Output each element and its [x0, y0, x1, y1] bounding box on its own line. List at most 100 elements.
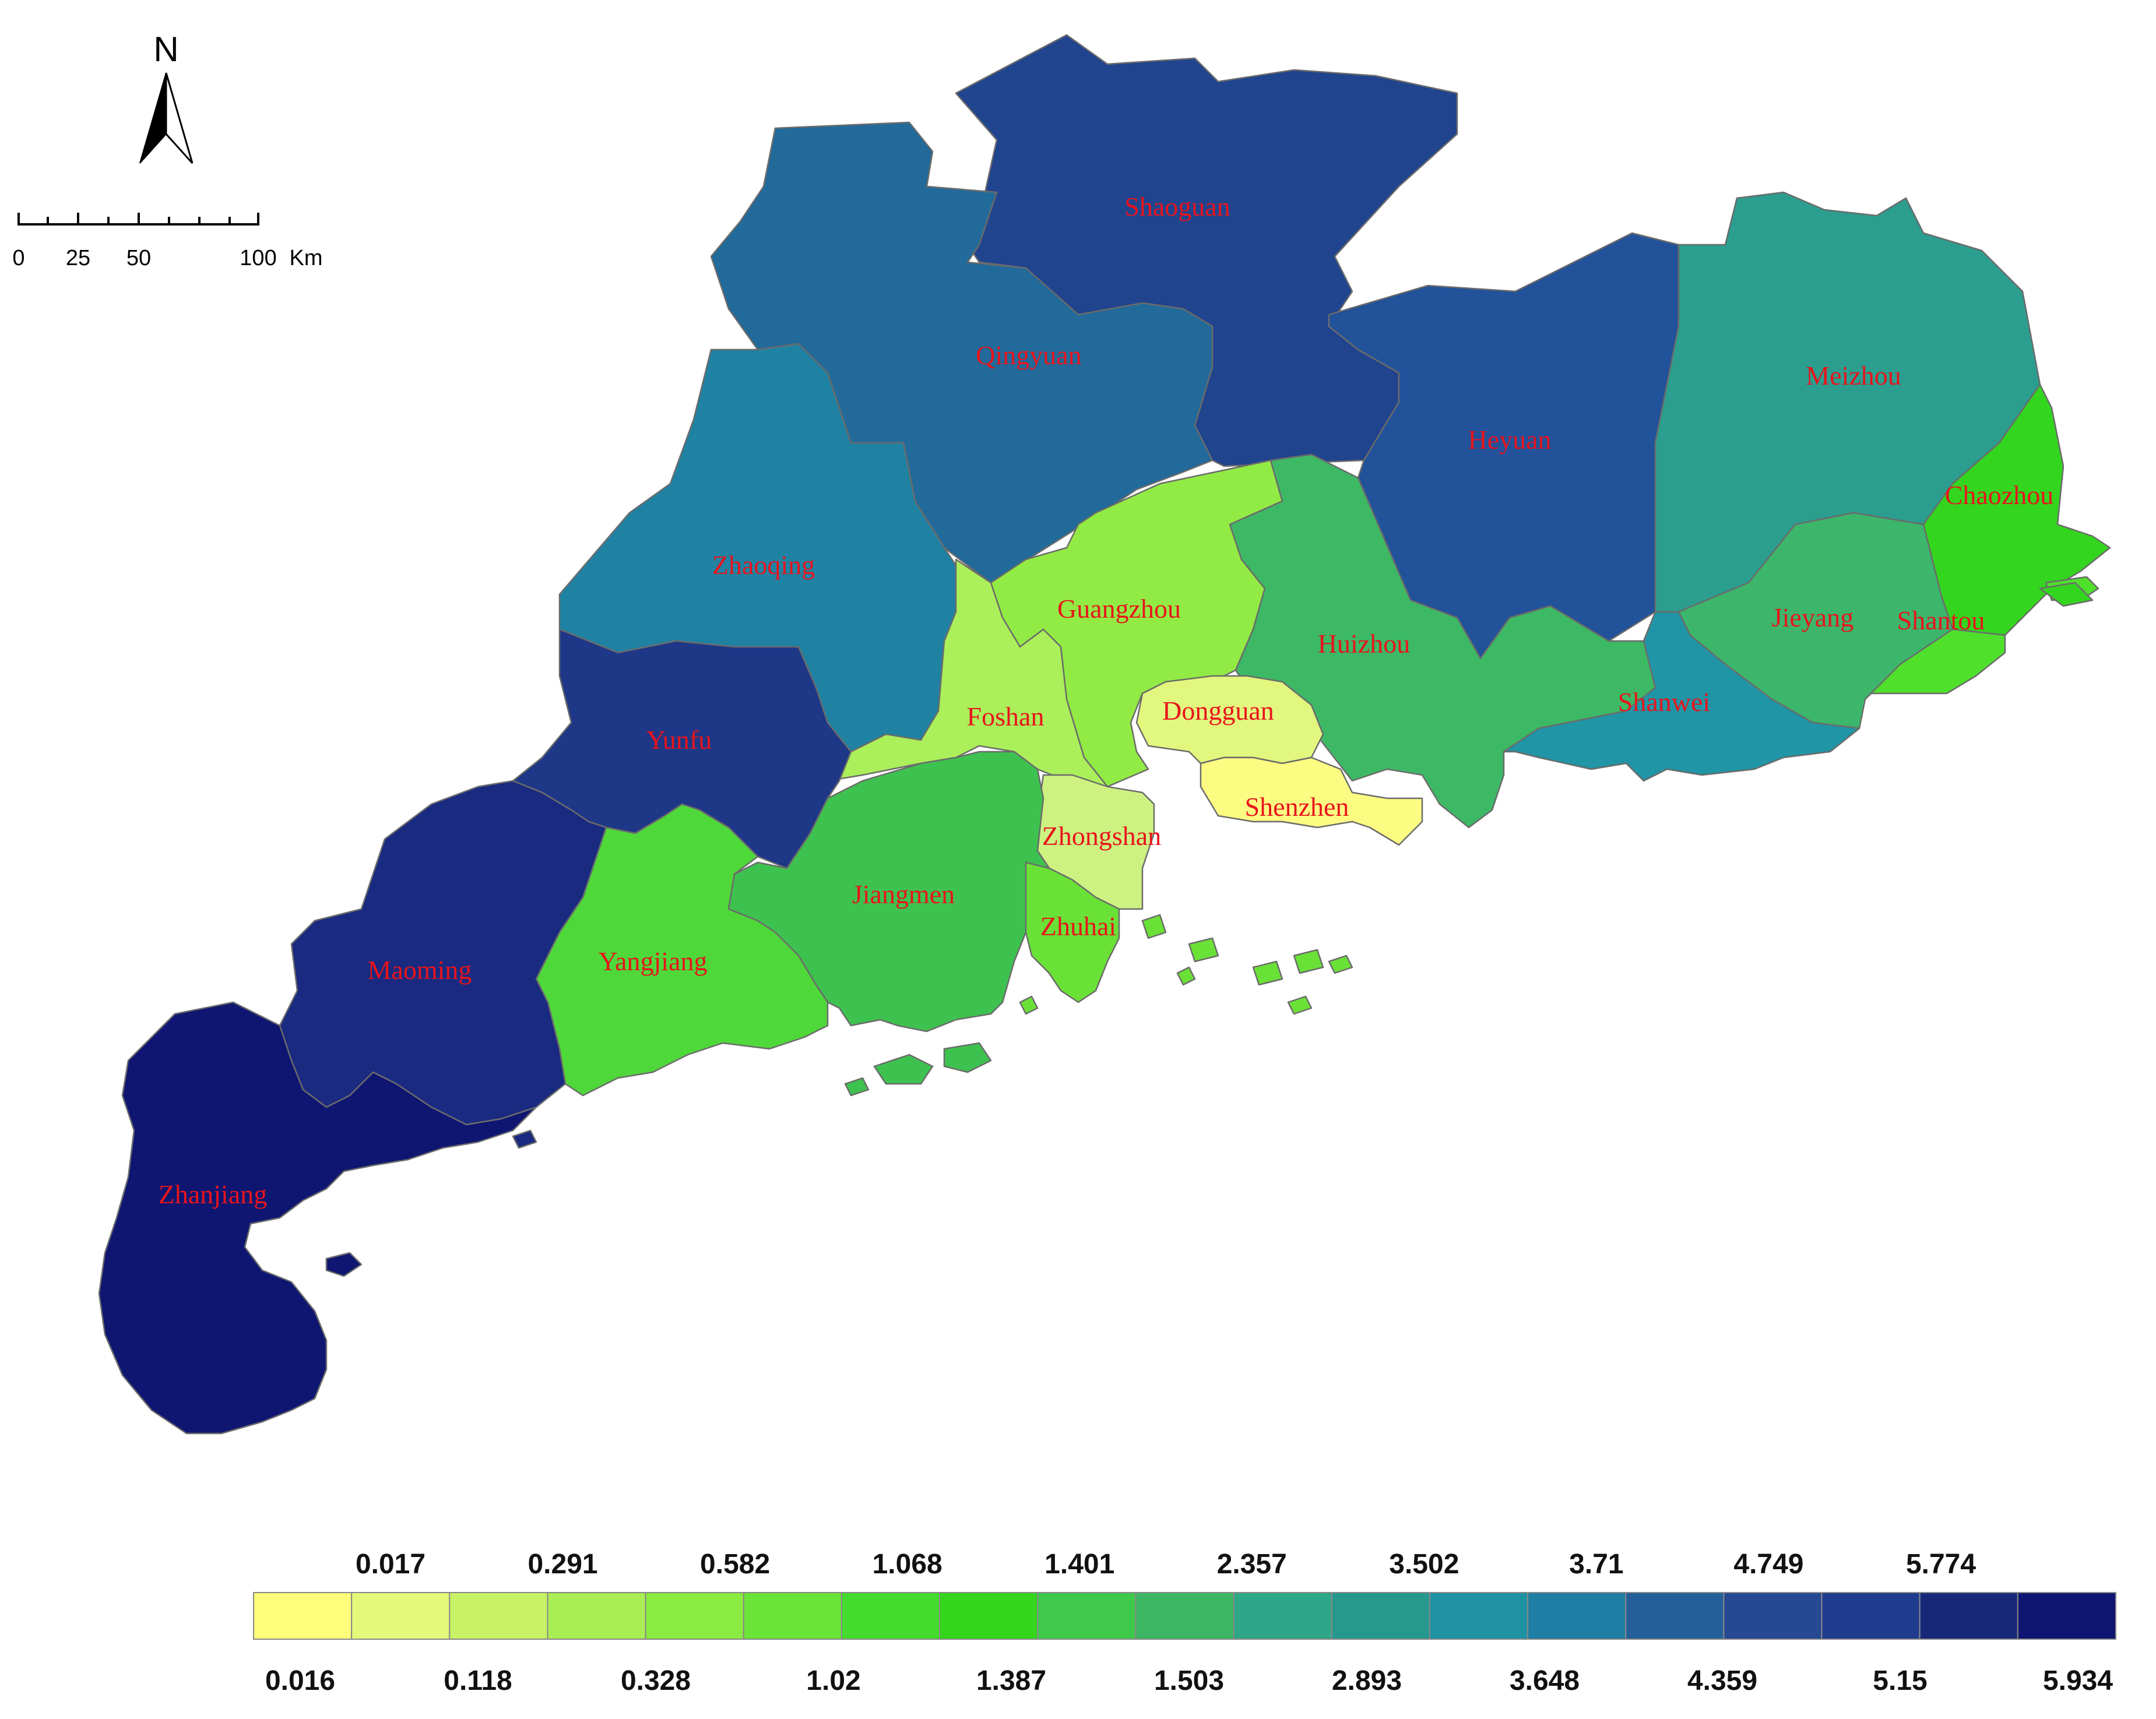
label-zhaoqing: Zhaoqing	[712, 550, 815, 580]
legend-swatch	[1625, 1592, 1725, 1640]
legend-swatch	[1919, 1592, 2018, 1640]
scale-bar-ticks	[17, 213, 259, 226]
legend-label: 5.15	[1873, 1665, 1927, 1696]
legend-label: 3.71	[1569, 1549, 1623, 1580]
label-maoming: Maoming	[368, 955, 472, 985]
legend-swatch	[2017, 1592, 2116, 1640]
scale-tick-100: 100	[240, 246, 276, 270]
label-shanwei: Shanwei	[1618, 687, 1710, 717]
label-dongguan: Dongguan	[1162, 696, 1274, 725]
label-jiangmen: Jiangmen	[852, 879, 955, 909]
legend-label: 0.328	[621, 1665, 691, 1696]
region-shantou[interactable]	[1864, 628, 2006, 700]
island-jiangmen-1	[873, 1054, 934, 1085]
island-zhuhai-1	[1141, 914, 1167, 939]
label-yangjiang: Yangjiang	[598, 946, 707, 976]
legend-label: 4.359	[1687, 1665, 1757, 1696]
legend-swatch	[1331, 1592, 1430, 1640]
label-shenzhen: Shenzhen	[1245, 792, 1349, 822]
label-chaozhou: Chaozhou	[1945, 480, 2054, 510]
legend-label: 0.118	[444, 1665, 512, 1696]
region-foshan[interactable]	[826, 558, 1109, 788]
label-heyuan: Heyuan	[1468, 425, 1551, 455]
island-chaozhou-coast	[2039, 582, 2094, 607]
legend-label: 5.774	[1906, 1549, 1976, 1580]
legend-top-labels: 0.017 0.291 0.582 1.068 1.401 2.357 3.502 3.71 4…	[356, 1549, 1976, 1580]
legend: 0.017 0.291 0.582 1.068 1.401 2.357 3.502 3.71 4…	[253, 1549, 2116, 1696]
scale-tick-25: 25	[66, 246, 90, 270]
legend-swatch	[743, 1592, 842, 1640]
label-yunfu: Yunfu	[646, 725, 712, 755]
label-shaoguan: Shaoguan	[1124, 192, 1230, 221]
legend-label: 1.387	[976, 1665, 1046, 1696]
island-zhuhai-5	[1328, 954, 1353, 974]
island-zhuhai-4	[1293, 949, 1324, 974]
islands	[325, 576, 2099, 1277]
region-zhuhai[interactable]	[1025, 861, 1120, 1003]
north-arrow-icon-right	[165, 72, 194, 164]
legend-label: 4.749	[1733, 1549, 1803, 1580]
label-foshan: Foshan	[967, 702, 1044, 731]
label-zhuhai: Zhuhai	[1040, 911, 1116, 941]
legend-label: 0.017	[356, 1549, 425, 1580]
north-arrow-letter: N	[153, 30, 178, 69]
scale-tick-0: 0	[12, 246, 24, 270]
legend-label: 0.016	[265, 1665, 335, 1696]
legend-swatch	[1821, 1592, 1921, 1640]
region-huizhou[interactable]	[1229, 453, 1656, 829]
city-labels: Shaoguan Qingyuan Heyuan Meizhou Chaozho…	[159, 192, 2054, 1209]
label-zhongshan: Zhongshan	[1042, 821, 1161, 851]
north-arrow-icon	[139, 72, 167, 164]
label-shantou: Shantou	[1897, 605, 1985, 635]
legend-swatch	[547, 1592, 646, 1640]
legend-label: 2.357	[1217, 1549, 1287, 1580]
legend-swatch	[1037, 1592, 1137, 1640]
region-zhanjiang[interactable]	[98, 1001, 537, 1435]
legend-label: 1.068	[873, 1549, 942, 1580]
north-arrow: N	[139, 30, 194, 164]
legend-swatch	[1527, 1592, 1627, 1640]
legend-swatch	[1233, 1592, 1332, 1640]
legend-label: 2.893	[1332, 1665, 1402, 1696]
legend-label: 1.401	[1044, 1549, 1114, 1580]
label-huizhou: Huizhou	[1318, 629, 1410, 658]
legend-label: 1.02	[806, 1665, 860, 1696]
legend-label: 0.582	[700, 1549, 770, 1580]
legend-label: 1.503	[1154, 1665, 1224, 1696]
legend-swatch	[840, 1592, 941, 1640]
island-jiangmen-3	[844, 1077, 870, 1097]
legend-swatch	[1135, 1592, 1234, 1640]
island-zhanjiang-1	[325, 1252, 363, 1277]
island-zhuhai-8	[1176, 966, 1196, 986]
legend-swatch	[939, 1592, 1039, 1640]
legend-label: 3.502	[1389, 1549, 1459, 1580]
scale-tick-50: 50	[126, 246, 151, 270]
legend-label: 0.291	[527, 1549, 597, 1580]
island-zhuhai-3	[1252, 960, 1283, 986]
legend-swatches	[253, 1592, 2116, 1640]
scale-bar: 0 25 50 100 Km	[12, 213, 323, 270]
label-jieyang: Jieyang	[1772, 603, 1854, 632]
legend-swatch	[253, 1592, 353, 1640]
legend-swatch	[645, 1592, 744, 1640]
island-maoming-1	[512, 1129, 537, 1149]
label-guangzhou: Guangzhou	[1057, 594, 1181, 624]
legend-swatch	[1429, 1592, 1529, 1640]
region-shenzhen[interactable]	[1200, 756, 1423, 846]
label-meizhou: Meizhou	[1806, 361, 1901, 390]
island-jiangmen-2	[943, 1042, 992, 1073]
region-layer	[98, 34, 2111, 1435]
legend-swatch	[1723, 1592, 1823, 1640]
island-zhuhai-2	[1188, 937, 1219, 963]
legend-swatch	[449, 1592, 548, 1640]
island-zhuhai-7	[1019, 995, 1039, 1015]
legend-swatch	[351, 1592, 451, 1640]
island-zhuhai-6	[1287, 995, 1313, 1015]
label-zhanjiang: Zhanjiang	[159, 1179, 268, 1209]
legend-label: 5.934	[2043, 1665, 2113, 1696]
region-shanwei[interactable]	[1503, 611, 1860, 782]
label-qingyuan: Qingyuan	[976, 340, 1081, 370]
legend-label: 3.648	[1510, 1665, 1580, 1696]
legend-bottom-labels: 0.016 0.118 0.328 1.02 1.387 1.503 2.893 3.648 4…	[265, 1665, 2113, 1696]
